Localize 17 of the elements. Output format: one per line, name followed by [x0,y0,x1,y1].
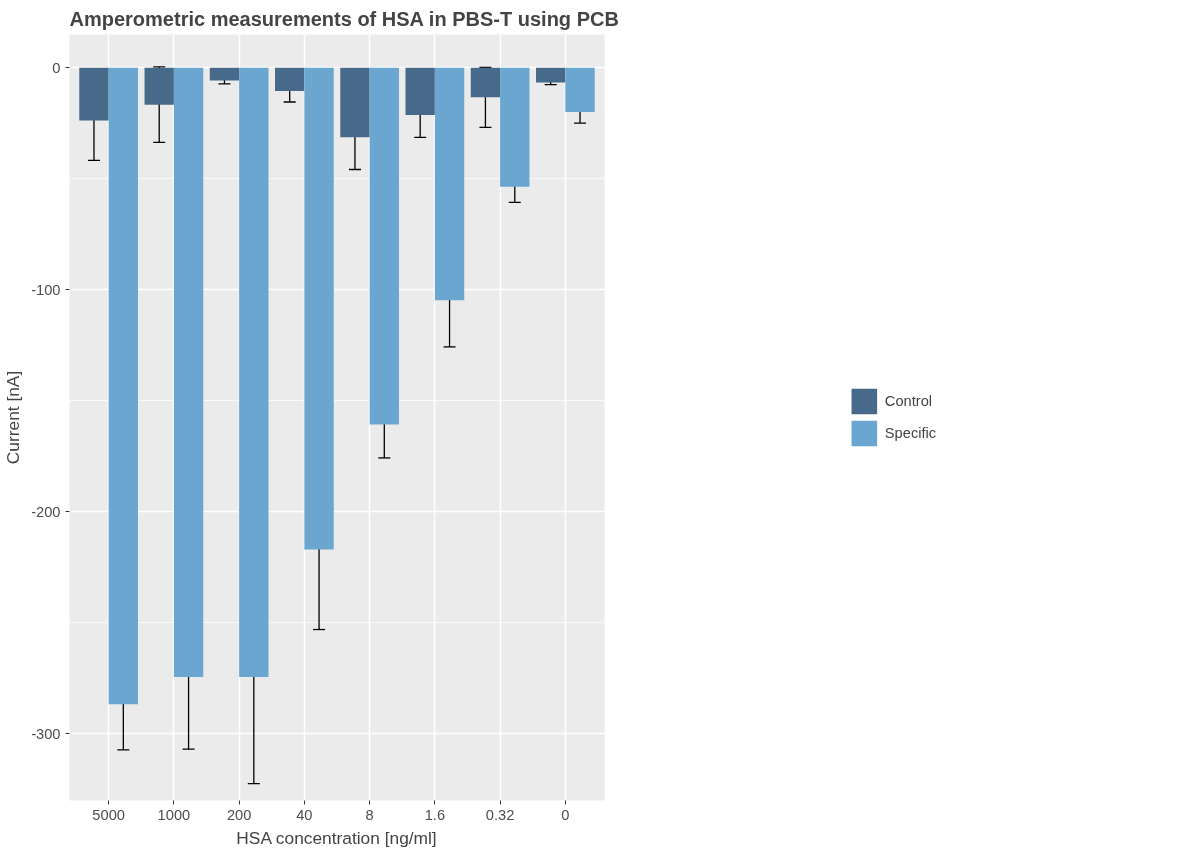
y-tick-label: -300 [31,725,61,742]
y-axis-title: Current [nA] [3,370,24,465]
x-tick-label: 0.32 [485,806,515,823]
x-tick-label: 200 [226,806,252,823]
x-tick-label: 0 [561,806,570,823]
x-tick-label: 5000 [92,806,125,823]
y-tick-label: -100 [31,281,61,298]
legend-label: Specific [884,425,937,441]
x-tick-label: 8 [365,806,374,823]
chart-title: Amperometric measurements of HSA in PBS-T using PCB [69,7,619,30]
x-tick-label: 1.6 [424,806,446,823]
y-tick-label: 0 [52,59,61,76]
y-tick-label: -200 [31,503,61,520]
legend-label: Control [884,393,933,409]
x-axis-title: HSA concentration [ng/ml] [236,827,437,848]
x-tick-label: 1000 [157,806,191,823]
x-tick-label: 40 [296,806,313,823]
